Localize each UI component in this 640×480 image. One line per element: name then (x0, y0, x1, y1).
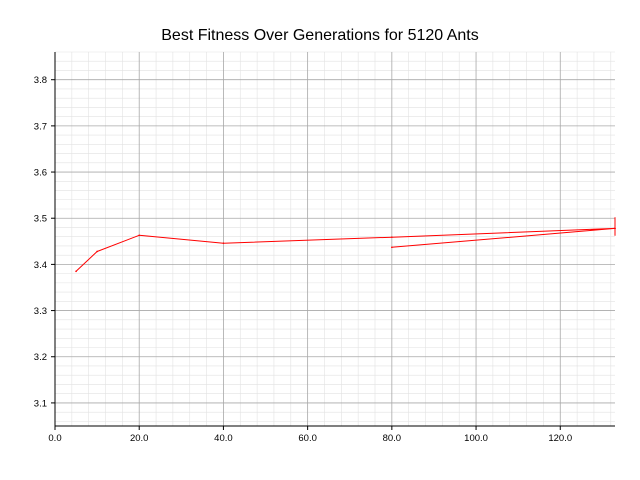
data-point (75, 270, 77, 273)
y-tick-label: 3.7 (34, 121, 47, 132)
data-point (391, 246, 393, 249)
series-group (75, 217, 616, 273)
y-tick-label: 3.4 (34, 260, 47, 271)
y-axis-ticks: 3.1 3.2 3.3 3.4 3.5 3.6 3.7 3.8 (34, 75, 55, 409)
series-line (75, 227, 616, 272)
x-tick-label: 60.0 (298, 433, 317, 444)
minor-gridlines (55, 51, 615, 426)
major-gridlines (55, 52, 615, 426)
data-point (391, 236, 393, 238)
y-tick-label: 3.2 (34, 352, 47, 363)
x-axis-ticks: 0.0 20.0 40.0 60.0 80.0 100.0 120.0 (48, 426, 572, 444)
x-tick-label: 0.0 (48, 433, 61, 444)
x-tick-label: 40.0 (214, 433, 233, 444)
y-tick-label: 3.5 (34, 214, 47, 225)
y-tick-label: 3.3 (34, 306, 47, 317)
x-tick-label: 80.0 (383, 433, 402, 444)
data-point (138, 234, 141, 237)
data-point (96, 250, 98, 253)
axes (54, 52, 615, 427)
x-tick-label: 120.0 (548, 433, 572, 444)
y-tick-label: 3.8 (34, 75, 47, 86)
x-tick-label: 100.0 (464, 433, 488, 444)
y-tick-label: 3.1 (34, 398, 47, 409)
y-tick-label: 3.6 (34, 168, 47, 179)
chart-title: Best Fitness Over Generations for 5120 A… (161, 27, 479, 44)
data-point (222, 242, 225, 244)
x-tick-label: 20.0 (130, 433, 149, 444)
